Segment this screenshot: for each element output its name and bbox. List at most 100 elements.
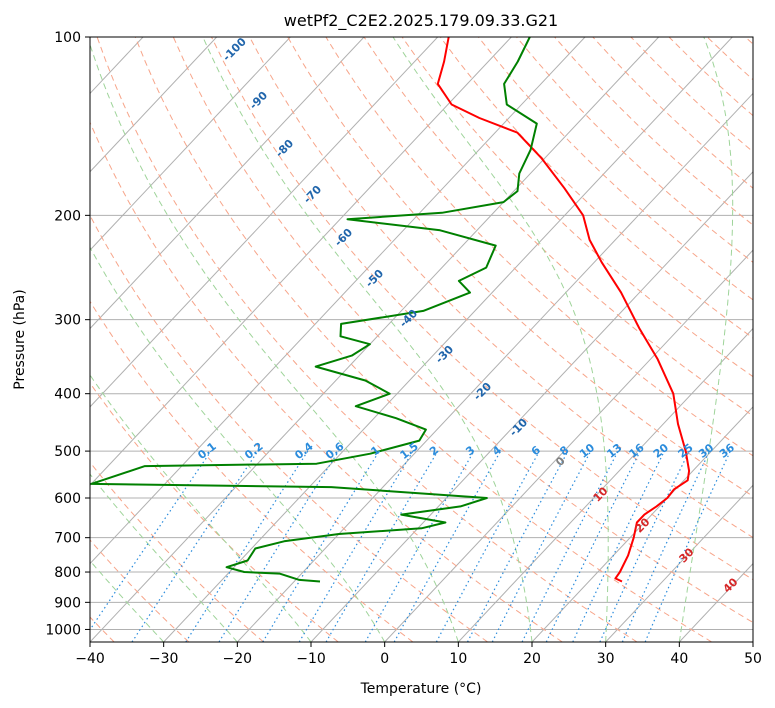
y-axis-label: Pressure (hPa) — [12, 289, 28, 389]
y-tick-label: 800 — [54, 565, 81, 581]
x-tick-label: 10 — [449, 651, 467, 667]
mixing-ratio-lines — [90, 450, 731, 642]
mixing-ratio-line — [131, 450, 259, 642]
dry-adiabat-label: -100 — [220, 35, 249, 64]
temperature-profile-line — [436, 37, 691, 583]
mixing-ratio-label: 25 — [676, 441, 696, 461]
mixing-ratio-line — [262, 450, 380, 642]
mixing-ratio-line — [325, 450, 439, 642]
x-axis-ticks: −40 −30 −20 −10 0 10 20 30 40 50 — [75, 642, 762, 667]
mixing-ratio-line — [599, 450, 690, 642]
moist-adiabats — [90, 37, 734, 642]
y-tick-label: 300 — [54, 313, 81, 329]
isotherm-line — [90, 37, 660, 642]
x-tick-label: −40 — [75, 651, 105, 667]
dry-adiabat-line — [90, 382, 339, 642]
x-tick-label: 30 — [597, 651, 615, 667]
dry-adiabat-label: 40 — [721, 575, 741, 595]
dry-adiabat-line — [401, 37, 753, 378]
x-tick-label: 20 — [523, 651, 541, 667]
dry-adiabat-line — [325, 37, 753, 457]
mixing-ratio-line — [491, 450, 592, 642]
isotherm-line — [236, 92, 753, 642]
dry-adiabats — [90, 37, 753, 642]
dry-adiabat-line — [706, 37, 753, 81]
y-tick-label: 900 — [54, 595, 81, 611]
isotherm-line — [531, 406, 753, 642]
isotherm-line — [90, 37, 512, 486]
dry-adiabat-label: -20 — [471, 380, 494, 403]
dry-adiabat-line — [744, 37, 753, 45]
mixing-ratio-label: 1.5 — [398, 440, 421, 462]
isotherm-line — [310, 171, 753, 642]
moist-adiabat-line — [90, 473, 238, 642]
dry-adiabat-label: -90 — [247, 89, 270, 112]
dry-adiabat-line — [478, 37, 753, 301]
isotherm-line — [605, 484, 753, 642]
x-axis-label: Temperature (°C) — [360, 681, 482, 697]
adiabat-and-mixing-labels: 0.1 0.2 0.4 0.6 1 1.5 2 3 4 6 8 10 13 16 20 25 30 36-100-… — [195, 35, 740, 596]
dry-adiabat-line — [90, 539, 190, 642]
dry-adiabat-label: -30 — [433, 343, 456, 366]
isotherm-line — [90, 37, 291, 251]
mixing-ratio-line — [298, 450, 414, 642]
x-tick-label: −30 — [149, 651, 179, 667]
mixing-ratio-label: 36 — [717, 441, 737, 461]
isotherm-line — [163, 37, 733, 642]
x-tick-label: 40 — [670, 651, 688, 667]
mixing-ratio-label: 30 — [696, 441, 716, 461]
dry-adiabat-label: -40 — [397, 307, 420, 330]
x-tick-label: 50 — [744, 651, 762, 667]
plot-frame — [89, 36, 754, 643]
isotherm-line — [90, 37, 586, 565]
moist-adiabat-line — [678, 37, 734, 642]
y-tick-label: 200 — [54, 208, 81, 224]
chart-title: wetPf2_C2E2.2025.179.09.33.G21 — [284, 11, 558, 31]
dry-adiabat-label: -10 — [507, 416, 530, 439]
mixing-ratio-line — [466, 450, 569, 642]
y-tick-label: 600 — [54, 491, 81, 507]
mixing-ratio-label: 0.1 — [195, 440, 218, 462]
mixing-ratio-label: 10 — [577, 441, 597, 461]
isotherm-line — [90, 37, 365, 330]
x-tick-label: −10 — [296, 651, 326, 667]
y-axis-ticks: 100 200 300 400 500 600 700 800 900 1000 — [45, 30, 90, 638]
isotherm-line — [0, 37, 69, 642]
dry-adiabat-line — [96, 37, 638, 642]
isotherm-line — [384, 249, 753, 642]
mixing-ratio-line — [545, 450, 641, 642]
mixing-ratio-line — [218, 450, 340, 642]
dry-adiabat-line — [90, 300, 414, 642]
mixing-ratio-line — [90, 450, 212, 631]
mixing-ratio-line — [572, 450, 665, 642]
mixing-ratio-line — [435, 450, 540, 642]
mixing-ratio-label: 0.4 — [292, 440, 316, 462]
y-tick-label: 500 — [54, 444, 81, 460]
x-tick-label: −20 — [223, 651, 253, 667]
moist-adiabat-line — [90, 374, 312, 642]
dry-adiabat-label: -60 — [332, 226, 355, 249]
x-tick-label: 0 — [380, 651, 389, 667]
plot-area — [0, 37, 753, 642]
dry-adiabat-line — [90, 121, 563, 642]
isotherm-line — [90, 37, 439, 408]
dry-adiabat-line — [172, 37, 753, 624]
moist-adiabat-line — [202, 37, 533, 642]
isobar-gridlines — [90, 37, 753, 630]
mixing-ratio-label: 13 — [604, 441, 624, 461]
dry-adiabat-line — [249, 37, 753, 539]
dry-adiabat-line — [554, 37, 753, 226]
moist-adiabat-line — [392, 37, 609, 642]
dry-adiabat-label: -80 — [273, 137, 296, 160]
dry-adiabat-line — [134, 37, 712, 642]
moist-adiabat-line — [90, 246, 386, 642]
isotherm-line — [90, 37, 218, 173]
dry-adiabat-line — [90, 461, 264, 642]
isotherm-line — [457, 327, 753, 642]
mixing-ratio-line — [364, 450, 475, 642]
y-tick-label: 100 — [54, 30, 81, 46]
moist-adiabat-line — [90, 42, 459, 642]
mixing-ratio-label: 16 — [627, 441, 647, 461]
dry-adiabat-line — [211, 37, 753, 581]
